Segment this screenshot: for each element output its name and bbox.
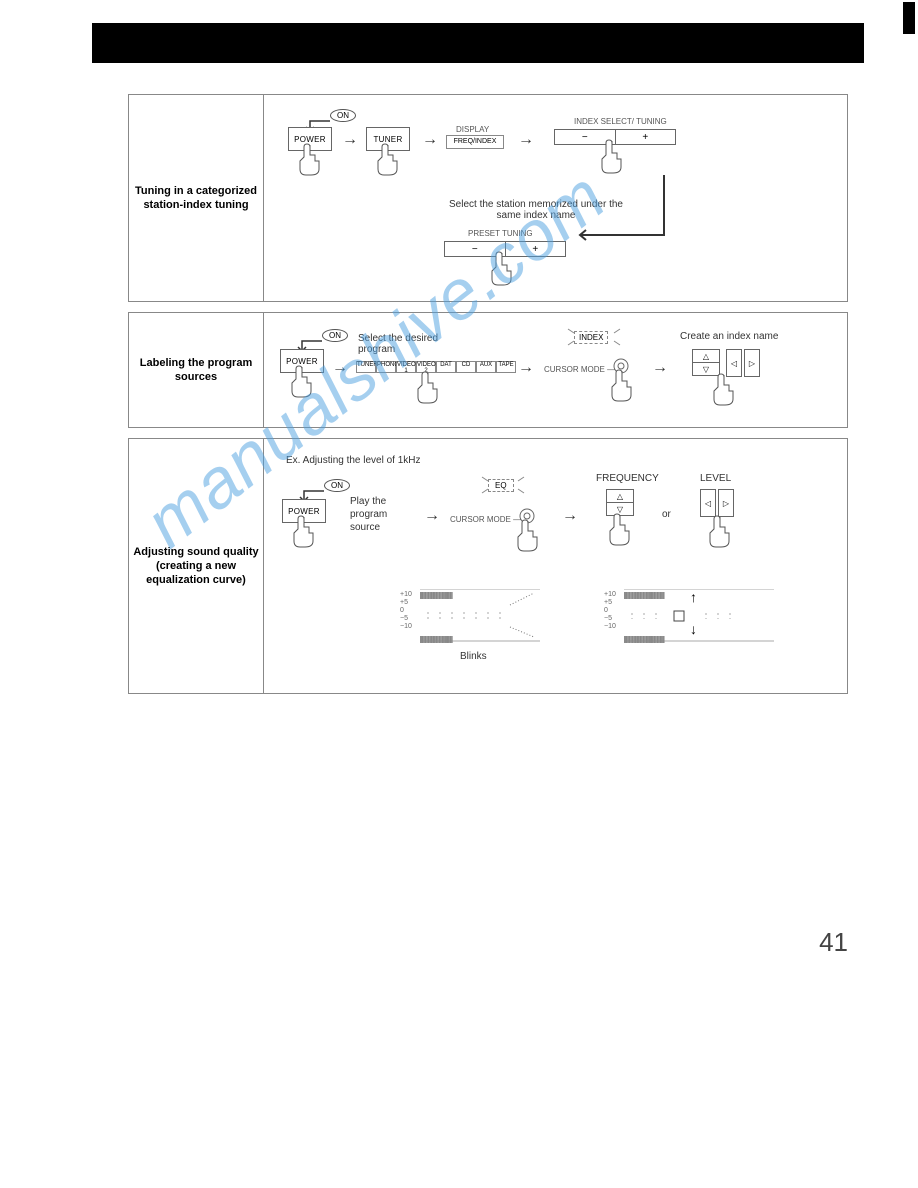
scale-l-1: +5 <box>400 599 412 607</box>
scale-l-0: +10 <box>400 591 412 599</box>
svg-text:|||||||||||||||||||||: ||||||||||||||||||||| <box>420 637 453 643</box>
panel-tuning-title: Tuning in a categorized station-index tu… <box>133 184 259 213</box>
panel-tuning-body: ON POWER → TUNER → DISPLAY FREQ/INDEX → … <box>264 95 847 301</box>
play-source-label: Play the program source <box>350 495 420 534</box>
return-arrow <box>576 175 676 251</box>
hand-create-index <box>712 373 742 407</box>
hand-sources <box>416 371 446 405</box>
panel-labeling-title: Labeling the program sources <box>133 356 259 385</box>
hand-preset <box>490 251 520 289</box>
panel-eq-body: Ex. Adjusting the level of 1kHz ON POWER… <box>264 439 847 693</box>
hand-index-select <box>600 139 630 177</box>
index-rays <box>564 325 624 349</box>
freq-up[interactable]: △ <box>606 489 634 503</box>
panel-eq-title: Adjusting sound quality (creating a new … <box>133 545 259 588</box>
eq-arrow-down: ↓ <box>690 621 697 637</box>
blinks-label: Blinks <box>460 651 487 662</box>
scale-l-3: −5 <box>400 615 412 623</box>
arrow-3a: → <box>424 507 440 525</box>
cursor-mode-label-2: CURSOR MODE — <box>544 365 615 374</box>
level-left[interactable]: ◁ <box>700 489 716 517</box>
scale-l-4: −10 <box>400 623 412 631</box>
arrow-2b: → <box>518 359 534 377</box>
scale-r-0: +10 <box>604 591 616 599</box>
updown-buttons-2[interactable]: △ ▽ <box>692 349 720 375</box>
panel-eq-label: Adjusting sound quality (creating a new … <box>129 439 264 693</box>
arrow-1a: → <box>342 131 358 149</box>
frequency-buttons[interactable]: △ ▽ <box>606 489 634 515</box>
arrow-3b: → <box>562 507 578 525</box>
frequency-label: FREQUENCY <box>596 473 659 484</box>
level-buttons[interactable]: ◁ ▷ <box>700 489 736 517</box>
arrow-1c: → <box>518 131 534 149</box>
src-aux[interactable]: AUX <box>476 361 496 373</box>
eq-arrow-up: ↑ <box>690 589 697 605</box>
index-select-label: INDEX SELECT/ TUNING <box>574 117 667 126</box>
src-phono[interactable]: PHONO <box>376 361 396 373</box>
src-video1[interactable]: VIDEO 1 <box>396 361 416 373</box>
arrow-2c: → <box>652 359 668 377</box>
cursor-mode-label-3: CURSOR MODE — <box>450 515 521 524</box>
arrow-1b: → <box>422 131 438 149</box>
or-label: or <box>662 509 671 520</box>
panel-tuning-label: Tuning in a categorized station-index tu… <box>129 95 264 301</box>
hand-power-2 <box>290 365 320 399</box>
eq-level-graphic: |||||||||||||||||||||||||| ||||||||||||||… <box>624 589 774 643</box>
panel-labeling-label: Labeling the program sources <box>129 313 264 427</box>
hand-power-1 <box>298 143 328 177</box>
preset-tuning-label: PRESET TUNING <box>468 229 533 238</box>
eq-blinks-graphic: ||||||||||||||||||||| |||||||||||||||||||… <box>420 589 540 643</box>
corner-marker <box>903 2 915 34</box>
panel-tuning: Tuning in a categorized station-index tu… <box>128 94 848 302</box>
panel-labeling-body: ON POWER → Select the desired program TU… <box>264 313 847 427</box>
hand-cursor-2 <box>610 369 640 403</box>
hand-level <box>708 515 738 549</box>
scale-r-2: 0 <box>604 607 616 615</box>
hand-cursor-3 <box>516 519 546 553</box>
example-label: Ex. Adjusting the level of 1kHz <box>286 455 421 466</box>
src-tuner[interactable]: TUNER <box>356 361 376 373</box>
arrow-2a: → <box>332 359 348 377</box>
display-label: DISPLAY <box>456 125 489 134</box>
scale-l-2: 0 <box>400 607 412 615</box>
level-right[interactable]: ▷ <box>718 489 734 517</box>
right-button-2[interactable]: ▷ <box>744 349 760 377</box>
display-button[interactable]: FREQ/INDEX <box>446 135 504 149</box>
scale-r-4: −10 <box>604 623 616 631</box>
eq-rays <box>478 473 528 497</box>
svg-text:|||||||||||||||||||||: ||||||||||||||||||||| <box>420 593 453 599</box>
page-number: 41 <box>819 927 848 958</box>
scale-r-3: −5 <box>604 615 616 623</box>
svg-text:||||||||||||||||||||||||||: |||||||||||||||||||||||||| <box>624 593 665 599</box>
hand-freq <box>608 513 638 547</box>
panel-eq: Adjusting sound quality (creating a new … <box>128 438 848 694</box>
eq-scale-left: +10 +5 0 −5 −10 <box>400 591 412 631</box>
svg-text:||||||||||||||||||||||||||: |||||||||||||||||||||||||| <box>624 637 665 643</box>
src-tape[interactable]: TAPE <box>496 361 516 373</box>
src-cd[interactable]: CD <box>456 361 476 373</box>
select-program-label: Select the desired program <box>358 333 458 355</box>
eq-scale-right: +10 +5 0 −5 −10 <box>604 591 616 631</box>
hand-tuner <box>376 143 406 177</box>
header-black-bar <box>92 23 864 63</box>
scale-r-1: +5 <box>604 599 616 607</box>
hand-power-3 <box>292 515 322 549</box>
create-index-label: Create an index name <box>680 331 778 342</box>
level-label: LEVEL <box>700 473 731 484</box>
up-button-2[interactable]: △ <box>692 349 720 363</box>
panel-labeling: Labeling the program sources ON POWER → … <box>128 312 848 428</box>
